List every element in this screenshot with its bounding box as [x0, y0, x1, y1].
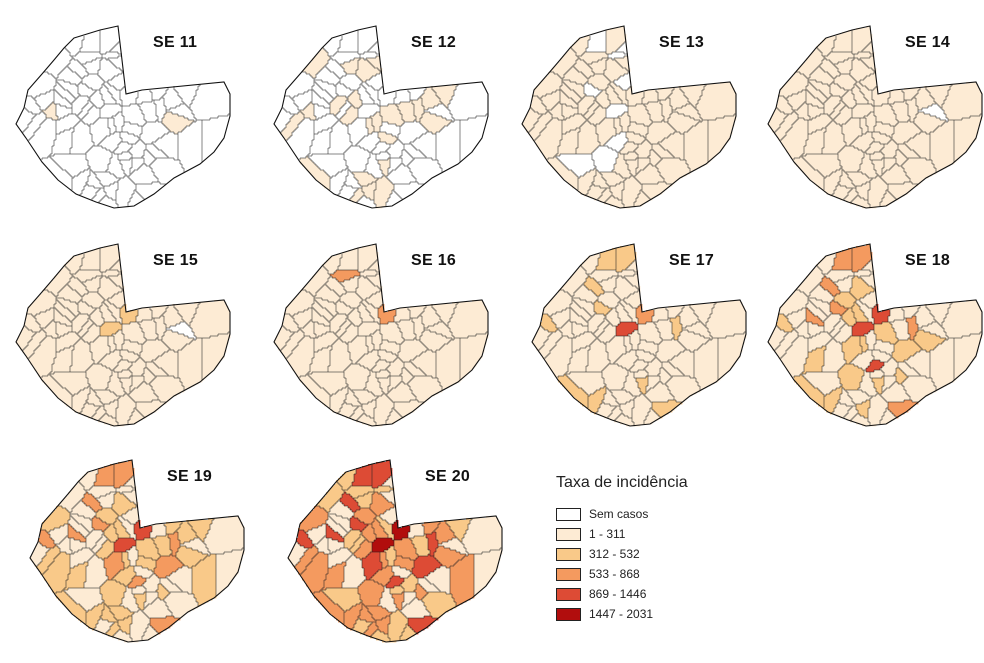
panel-title: SE 17	[669, 252, 714, 270]
legend-swatch	[556, 588, 581, 601]
panel-title: SE 15	[153, 252, 198, 270]
map-panel: SE 15	[10, 240, 255, 445]
map-panel: SE 17	[526, 240, 771, 445]
map-svg	[282, 456, 527, 661]
map-svg	[268, 240, 513, 445]
legend-item-1: 1 - 311	[556, 524, 756, 544]
legend-swatch	[556, 548, 581, 561]
map-panel: SE 19	[24, 456, 269, 661]
map-svg	[10, 240, 255, 445]
map-legend: Taxa de incidência Sem casos 1 - 311 312…	[556, 474, 756, 624]
map-svg	[10, 22, 255, 227]
panel-title: SE 19	[167, 468, 212, 486]
legend-title: Taxa de incidência	[556, 474, 756, 492]
panel-title: SE 12	[411, 34, 456, 52]
legend-label: 1 - 311	[589, 527, 625, 541]
legend-label: 312 - 532	[589, 547, 640, 561]
map-svg	[268, 22, 513, 227]
legend-item-3: 533 - 868	[556, 564, 756, 584]
legend-item-no-cases: Sem casos	[556, 504, 756, 524]
legend-swatch	[556, 528, 581, 541]
map-svg	[762, 240, 984, 445]
region-fills	[768, 26, 982, 208]
panel-title: SE 13	[659, 34, 704, 52]
map-panel: SE 11	[10, 22, 255, 227]
region-fills	[30, 460, 244, 642]
legend-swatch	[556, 568, 581, 581]
map-svg	[516, 22, 761, 227]
legend-swatch	[556, 608, 581, 621]
region-fills	[274, 26, 488, 208]
panel-title: SE 16	[411, 252, 456, 270]
legend-swatch	[556, 508, 581, 521]
panel-title: SE 20	[425, 468, 470, 486]
region-fills	[288, 460, 502, 642]
legend-item-2: 312 - 532	[556, 544, 756, 564]
map-svg	[762, 22, 984, 227]
panel-title: SE 18	[905, 252, 950, 270]
map-panel: SE 14	[762, 22, 984, 227]
panel-title: SE 11	[153, 34, 197, 52]
legend-label: 869 - 1446	[589, 587, 646, 601]
legend-item-4: 869 - 1446	[556, 584, 756, 604]
legend-label: 533 - 868	[589, 567, 640, 581]
region-fills	[16, 244, 230, 426]
legend-item-5: 1447 - 2031	[556, 604, 756, 624]
map-panel: SE 20	[282, 456, 527, 661]
region-fills	[274, 244, 488, 426]
map-panel: SE 12	[268, 22, 513, 227]
map-panel: SE 18	[762, 240, 984, 445]
legend-label: 1447 - 2031	[589, 607, 653, 621]
map-svg	[526, 240, 771, 445]
legend-label: Sem casos	[589, 507, 648, 521]
region-fills	[768, 244, 982, 426]
region-fills	[522, 26, 736, 208]
map-panel: SE 13	[516, 22, 761, 227]
region-fills	[532, 244, 746, 426]
map-panel: SE 16	[268, 240, 513, 445]
region-fills	[16, 26, 230, 208]
panel-title: SE 14	[905, 34, 950, 52]
map-svg	[24, 456, 269, 661]
